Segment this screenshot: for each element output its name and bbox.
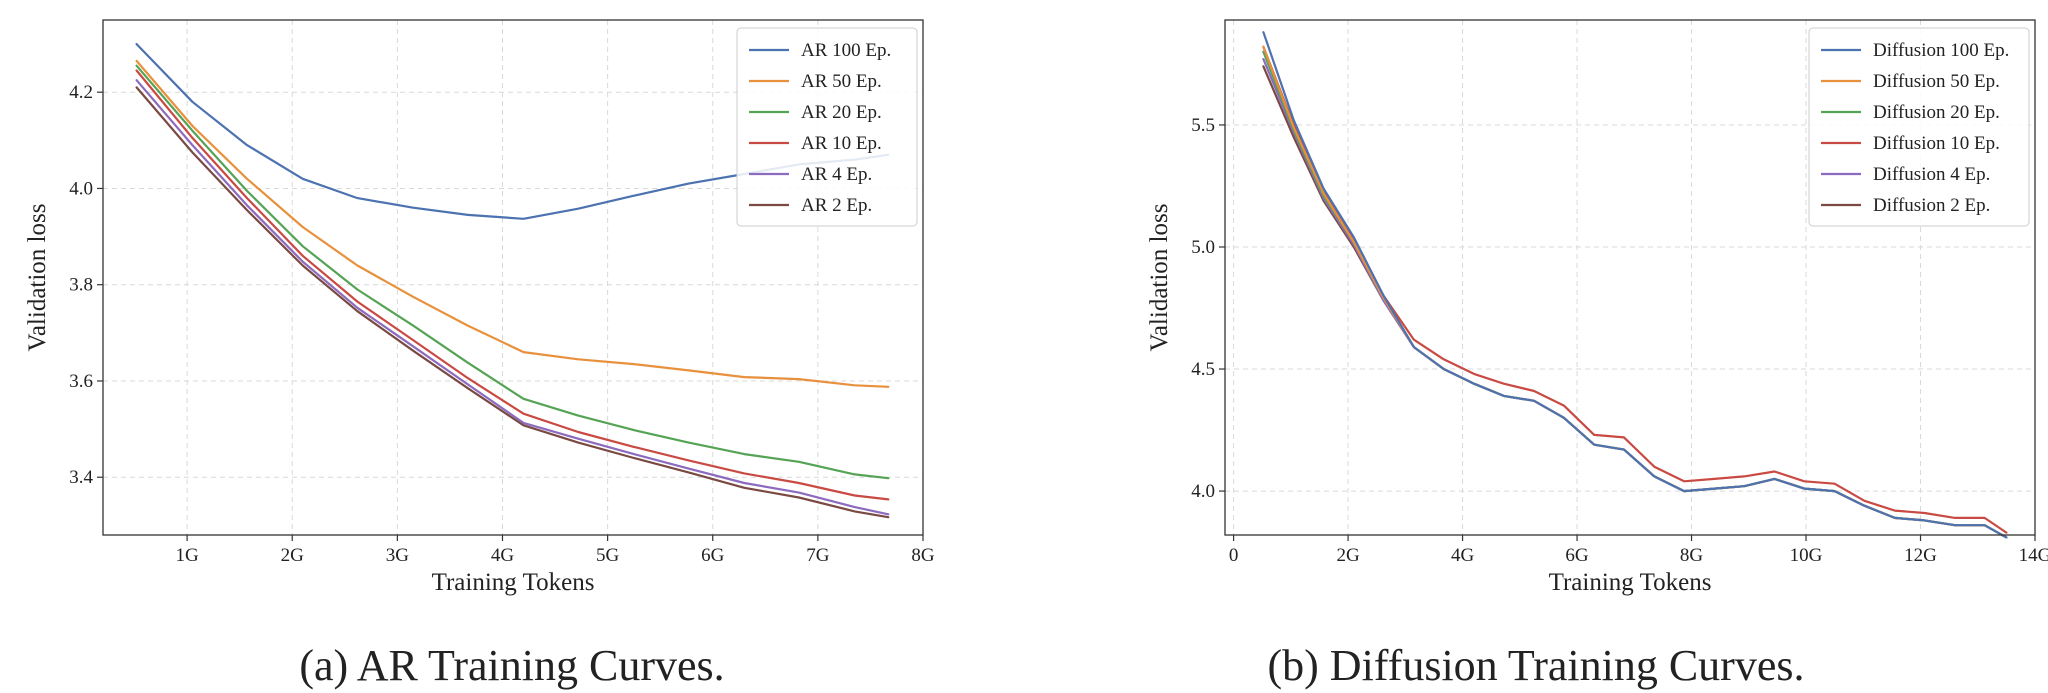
y-tick-label: 4.5: [1191, 359, 1215, 380]
ar-series-line-4: [135, 69, 890, 501]
ar-legend-label-3: AR 20 Ep.: [801, 102, 882, 123]
ar-plot-frame: [102, 19, 924, 536]
ar-series-line-2: [135, 59, 890, 388]
x-tick-label: 6G: [701, 545, 725, 566]
ar-legend-label-1: AR 100 Ep.: [801, 40, 891, 61]
diffusion-legend-label-2: Diffusion 50 Ep.: [1873, 71, 2000, 92]
diffusion-plot-frame: [1224, 19, 2036, 536]
ar-legend-label-6: AR 2 Ep.: [801, 195, 872, 216]
x-tick-label: 2G: [281, 545, 305, 566]
diffusion-legend: Diffusion 100 Ep. Diffusion 50 Ep. Diffusi…: [1808, 27, 2030, 227]
diffusion-training-curves-chart: 0 2G 4G 6G 8G 10G 12G 14G 4.0 4.5 5.0 5.5 Training T…: [1146, 19, 2048, 596]
ar-legend-label-5: AR 4 Ep.: [801, 164, 872, 185]
diffusion-legend-label-1: Diffusion 100 Ep.: [1873, 40, 2009, 61]
ar-series-line-6: [135, 86, 890, 519]
diffusion-chart-panel: 0 2G 4G 6G 8G 10G 12G 14G 4.0 4.5 5.0 5.5 Training T…: [1024, 0, 2048, 693]
x-tick-label: 10G: [1790, 545, 1823, 566]
ar-legend-box: [736, 27, 918, 227]
y-tick-label: 3.8: [69, 275, 93, 296]
x-tick-label: 2G: [1336, 545, 1360, 566]
diffusion-legend-box: [1808, 27, 2030, 227]
x-tick-label: 7G: [806, 545, 830, 566]
x-tick-label: 12G: [1904, 545, 1937, 566]
ar-y-axis-label: Validation loss: [24, 204, 51, 352]
y-tick-label: 4.2: [69, 82, 93, 103]
y-tick-label: 3.4: [69, 467, 93, 488]
x-tick-label: 8G: [1680, 545, 1704, 566]
ar-training-curves-chart: 1G 2G 3G 4G 5G 6G 7G 8G 3.4 3.6 3.8 4.0 4.2 Training …: [24, 19, 935, 596]
ar-series-line-3: [135, 64, 890, 480]
diffusion-series-lines: [1262, 31, 2008, 539]
ar-legend-label-4: AR 10 Ep.: [801, 133, 882, 154]
diffusion-chart-caption: (b) Diffusion Training Curves.: [1267, 641, 1805, 690]
y-tick-label: 4.0: [1191, 481, 1215, 502]
y-tick-label: 4.0: [69, 178, 93, 199]
ar-legend: AR 100 Ep. AR 50 Ep. AR 20 Ep. AR 10 Ep. AR …: [736, 27, 918, 227]
diffusion-y-ticks: 4.0 4.5 5.0 5.5: [1191, 115, 1225, 502]
x-tick-label: 14G: [2019, 545, 2048, 566]
x-tick-label: 4G: [1451, 545, 1475, 566]
ar-chart-caption: (a) AR Training Curves.: [299, 641, 725, 690]
diffusion-series-line-1: [1262, 31, 2008, 539]
x-tick-label: 8G: [911, 545, 935, 566]
ar-chart-panel: 1G 2G 3G 4G 5G 6G 7G 8G 3.4 3.6 3.8 4.0 4.2 Training …: [24, 19, 935, 690]
x-tick-label: 0: [1229, 545, 1239, 566]
x-tick-label: 3G: [386, 545, 410, 566]
x-tick-label: 6G: [1565, 545, 1589, 566]
x-tick-label: 5G: [596, 545, 620, 566]
y-tick-label: 5.5: [1191, 115, 1215, 136]
ar-x-axis-label: Training Tokens: [432, 569, 595, 596]
x-tick-label: 1G: [175, 545, 199, 566]
ar-legend-label-2: AR 50 Ep.: [801, 71, 882, 92]
ar-y-ticks: 3.4 3.6 3.8 4.0 4.2: [69, 82, 103, 488]
ar-series-line-5: [135, 79, 890, 516]
diffusion-x-ticks: 0 2G 4G 6G 8G 10G 12G 14G: [1229, 535, 2048, 566]
diffusion-y-axis-label: Validation loss: [1146, 204, 1173, 352]
diffusion-legend-label-5: Diffusion 4 Ep.: [1873, 164, 1990, 185]
diffusion-legend-label-3: Diffusion 20 Ep.: [1873, 102, 2000, 123]
y-tick-label: 3.6: [69, 371, 93, 392]
ar-x-ticks: 1G 2G 3G 4G 5G 6G 7G 8G: [175, 535, 935, 566]
diffusion-x-axis-label: Training Tokens: [1549, 569, 1712, 596]
x-tick-label: 4G: [491, 545, 515, 566]
diffusion-legend-label-6: Diffusion 2 Ep.: [1873, 195, 1990, 216]
diffusion-legend-label-4: Diffusion 10 Ep.: [1873, 133, 2000, 154]
y-tick-label: 5.0: [1191, 237, 1215, 258]
